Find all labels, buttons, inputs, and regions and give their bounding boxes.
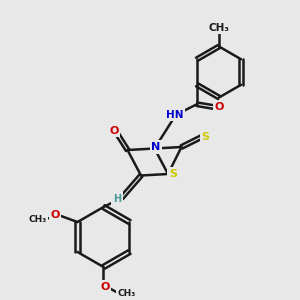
Text: O: O <box>50 209 60 220</box>
Text: O: O <box>109 125 119 136</box>
Text: HN: HN <box>166 110 183 120</box>
Text: N: N <box>152 142 160 152</box>
Text: H: H <box>113 194 121 204</box>
Text: CH₃: CH₃ <box>208 23 230 33</box>
Text: S: S <box>202 131 209 142</box>
Text: S: S <box>169 169 177 179</box>
Text: CH₃: CH₃ <box>29 214 47 224</box>
Text: CH₃: CH₃ <box>118 290 136 298</box>
Text: O: O <box>100 281 110 292</box>
Text: O: O <box>215 102 224 112</box>
